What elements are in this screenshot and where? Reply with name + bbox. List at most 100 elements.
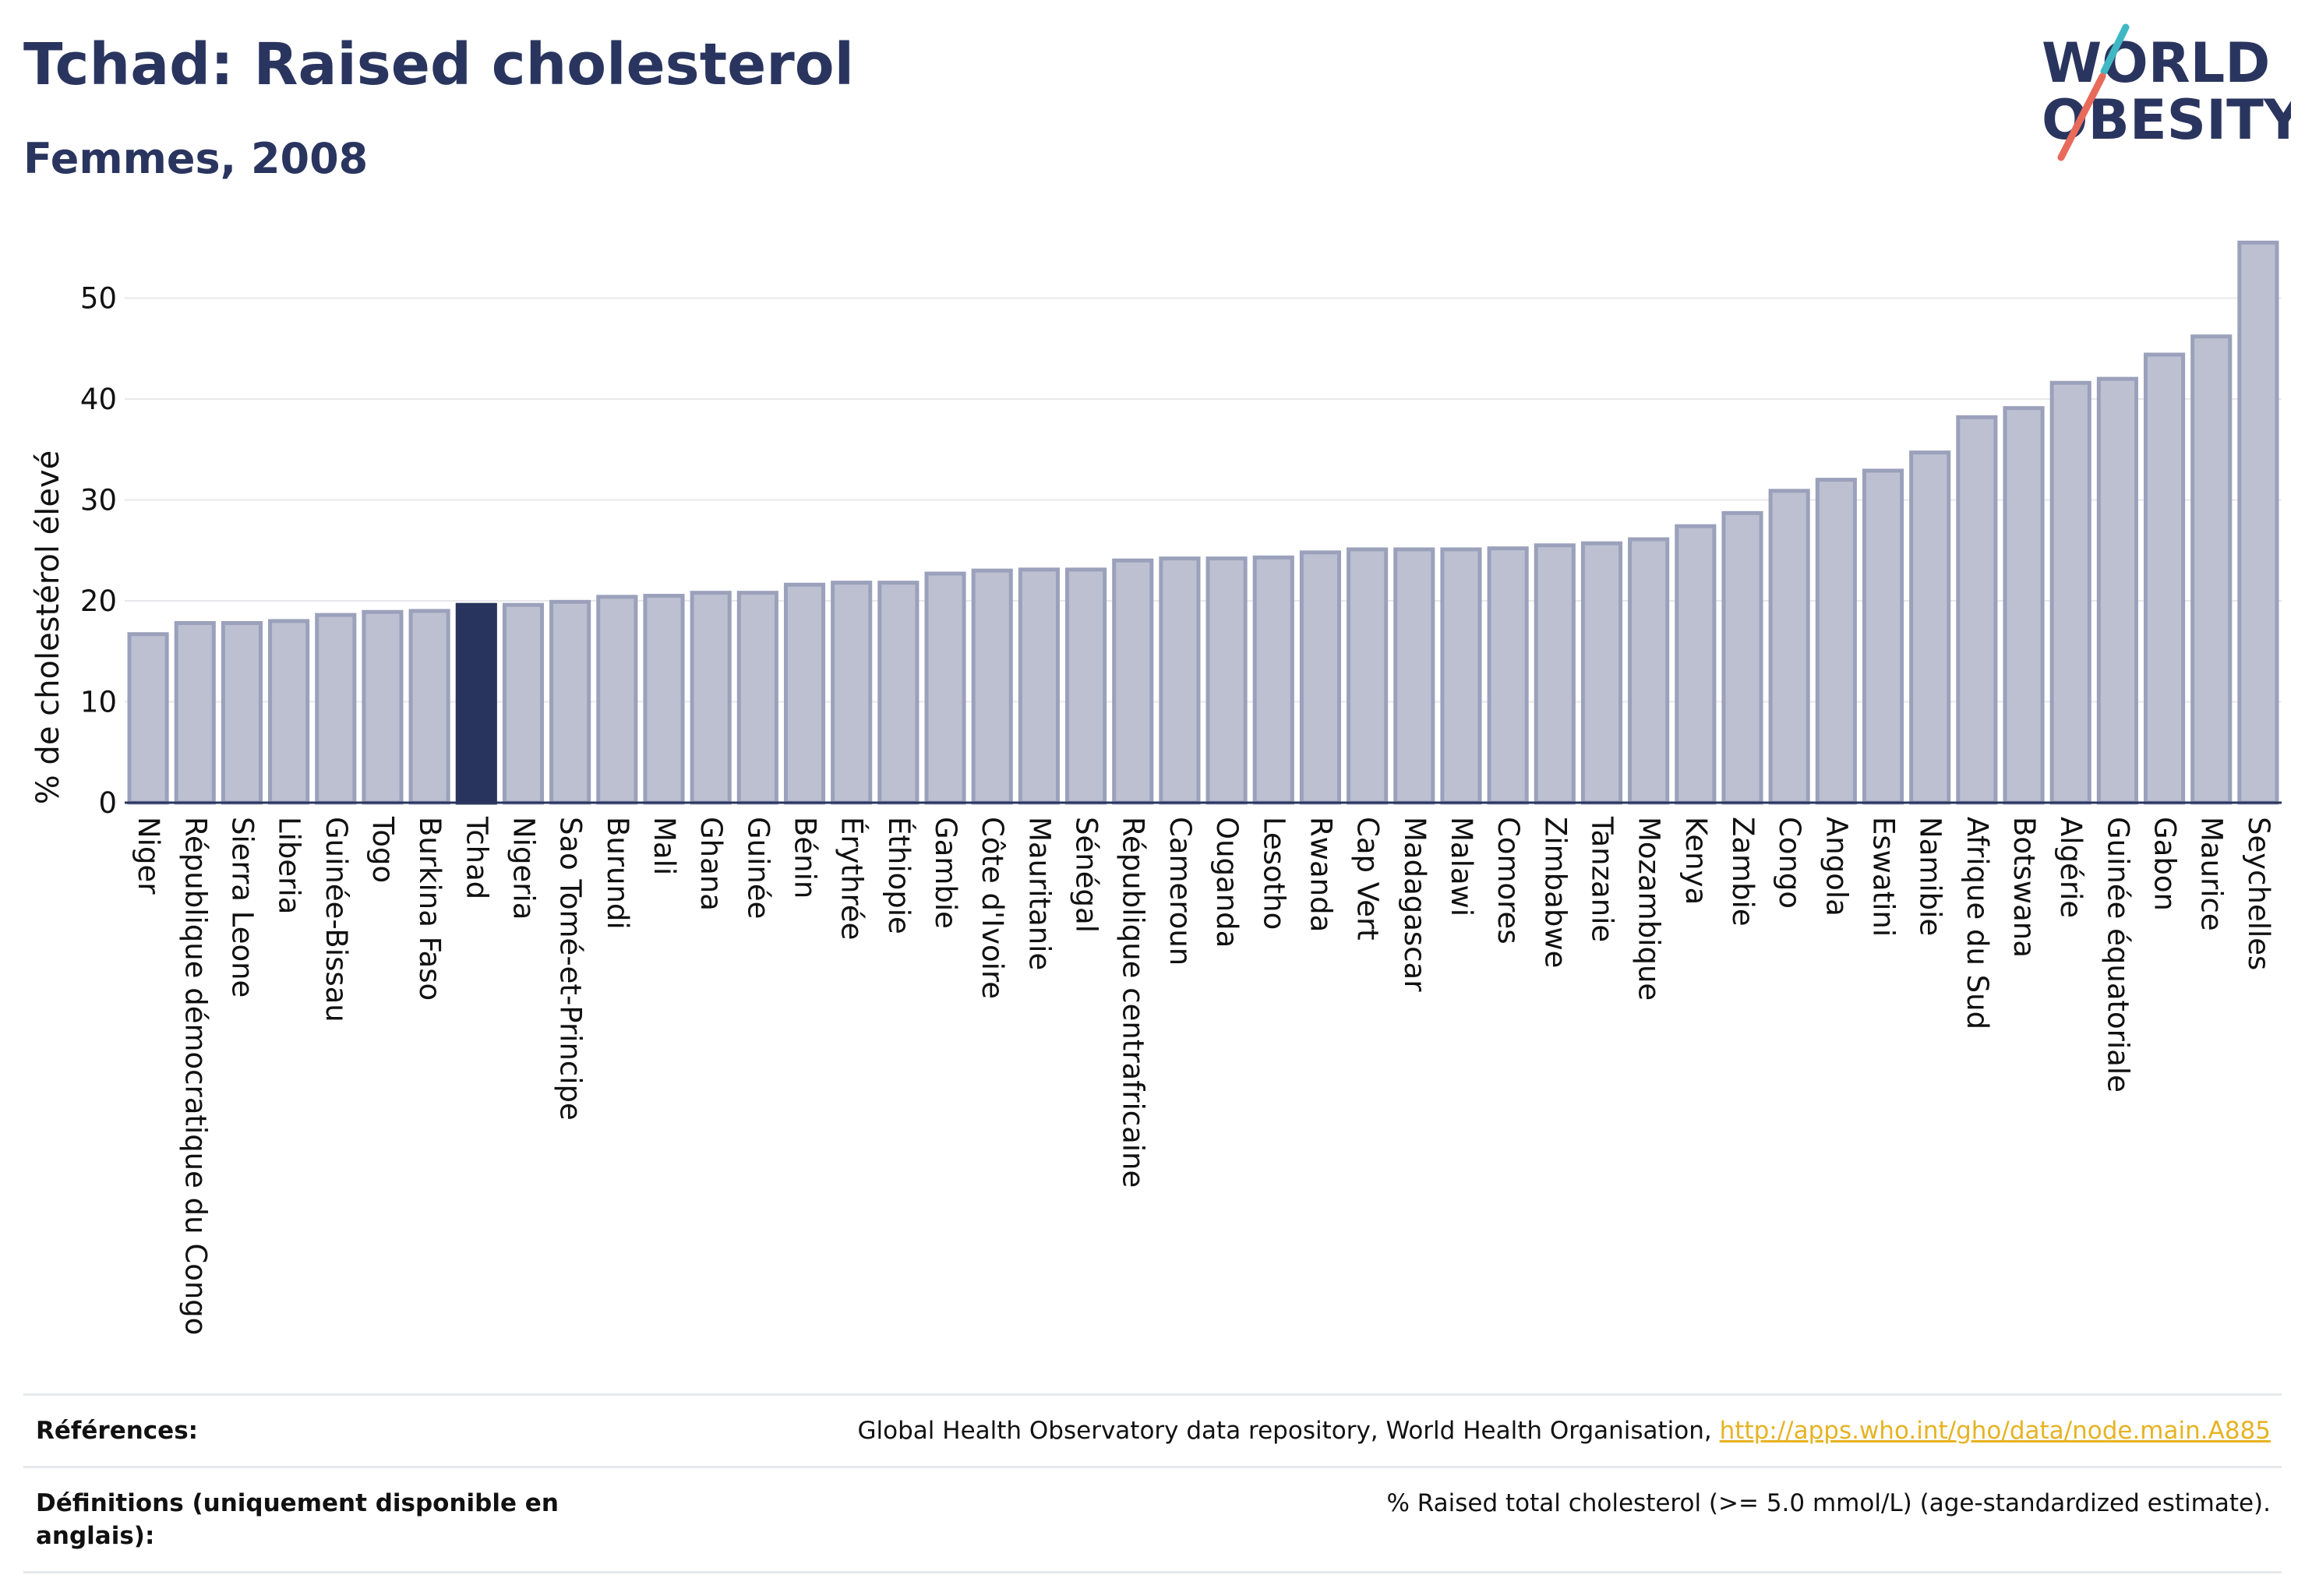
y-tick-label: 20 bbox=[80, 584, 117, 618]
bar bbox=[1721, 510, 1763, 805]
bar bbox=[1580, 541, 1623, 805]
logo-line1: WORLD bbox=[2042, 31, 2270, 95]
world-obesity-logo: WORLD OBESITY bbox=[2042, 23, 2291, 161]
y-tick-label: 10 bbox=[80, 686, 117, 719]
bar bbox=[362, 609, 404, 805]
category-label: République centrafricaine bbox=[1117, 817, 1150, 1188]
category-label: Seychelles bbox=[2242, 817, 2275, 970]
category-label: Ghana bbox=[694, 817, 728, 911]
bar bbox=[783, 582, 826, 805]
category-label: Cap Vert bbox=[1351, 817, 1385, 941]
category-label: Sao Tomé-et-Principe bbox=[554, 817, 588, 1121]
bar bbox=[2143, 352, 2186, 805]
references-row: Références: Global Health Observatory da… bbox=[23, 1393, 2282, 1466]
category-label: Malawi bbox=[1445, 817, 1478, 916]
bar bbox=[1768, 489, 1810, 805]
category-label: Guinée équatoriale bbox=[2101, 817, 2134, 1093]
bar bbox=[2003, 406, 2045, 805]
category-label: Burkina Faso bbox=[413, 817, 447, 1001]
bar bbox=[1534, 543, 1576, 805]
y-tick-label: 0 bbox=[98, 786, 117, 820]
category-label: Kenya bbox=[1679, 817, 1713, 905]
bar bbox=[643, 594, 685, 805]
y-tick-label: 50 bbox=[80, 282, 117, 316]
category-label: Sierra Leone bbox=[225, 817, 259, 998]
category-label: Comores bbox=[1491, 817, 1525, 945]
bar bbox=[1159, 556, 1201, 805]
bar bbox=[1862, 468, 1904, 805]
bar bbox=[1299, 550, 1342, 805]
category-label: Zimbabwe bbox=[1538, 817, 1572, 968]
bar bbox=[1628, 537, 1670, 805]
category-labels: Niger République démocratique du Congo Sie… bbox=[132, 816, 2275, 1335]
category-label: Ouganda bbox=[1210, 817, 1244, 948]
bar bbox=[221, 620, 263, 805]
category-label: Nigeria bbox=[507, 817, 540, 920]
category-label: Éthiopie bbox=[882, 817, 916, 934]
bar bbox=[736, 591, 778, 805]
category-label: Algérie bbox=[2054, 817, 2088, 918]
bar-chart: 0 10 20 30 40 50 Niger République démocratique… bbox=[30, 240, 2282, 1335]
bar bbox=[690, 591, 732, 805]
category-label: Gambie bbox=[929, 817, 962, 929]
category-label: Eswatini bbox=[1867, 817, 1901, 937]
bars bbox=[127, 240, 2279, 805]
bar bbox=[549, 599, 591, 805]
bar bbox=[2096, 376, 2138, 805]
axes: 0 10 20 30 40 50 bbox=[80, 282, 2282, 820]
bar bbox=[1393, 547, 1435, 805]
category-label: Gabon bbox=[2148, 817, 2182, 911]
bar bbox=[174, 620, 216, 805]
bar bbox=[1252, 555, 1294, 805]
logo-teal-slash bbox=[2100, 23, 2130, 76]
bar bbox=[1487, 546, 1529, 805]
bar-highlight bbox=[455, 602, 497, 805]
bar bbox=[596, 595, 638, 805]
bar bbox=[2049, 380, 2091, 805]
category-label: Liberia bbox=[273, 817, 306, 914]
category-label: Madagascar bbox=[1398, 817, 1431, 992]
bar bbox=[1956, 415, 1998, 805]
bar bbox=[1815, 478, 1857, 805]
bar bbox=[1018, 567, 1060, 805]
category-label: Maurice bbox=[2195, 817, 2229, 931]
chart-subtitle: Femmes, 2008 bbox=[23, 134, 369, 183]
bar bbox=[1064, 567, 1107, 805]
bar bbox=[1440, 547, 1482, 805]
bar bbox=[315, 613, 357, 805]
bar bbox=[924, 571, 966, 805]
category-label: Guinée bbox=[741, 817, 775, 919]
bar bbox=[1347, 547, 1389, 805]
bar bbox=[1675, 524, 1717, 805]
category-label: Mauritanie bbox=[1022, 817, 1056, 970]
category-label: Afrique du Sud bbox=[1961, 817, 1994, 1029]
bar bbox=[2237, 240, 2279, 805]
category-label: Tanzanie bbox=[1585, 816, 1618, 942]
category-label: Sénégal bbox=[1070, 817, 1103, 933]
references-text: Global Health Observatory data repositor… bbox=[857, 1417, 1720, 1445]
logo-red-slash bbox=[2057, 72, 2106, 161]
category-label: Burundi bbox=[601, 817, 634, 930]
bar bbox=[831, 581, 873, 805]
references-link[interactable]: http://apps.who.int/gho/data/node.main.A… bbox=[1719, 1417, 2271, 1445]
category-label: Zambie bbox=[1726, 817, 1760, 927]
category-label: Mali bbox=[648, 817, 681, 875]
bar bbox=[971, 568, 1013, 805]
category-label: Bénin bbox=[789, 817, 822, 899]
bar bbox=[1112, 558, 1154, 805]
category-label: Mozambique bbox=[1633, 817, 1666, 1001]
bar bbox=[502, 602, 545, 805]
bar bbox=[127, 632, 169, 805]
category-label: Niger bbox=[132, 817, 165, 895]
category-label: Côte d'Ivoire bbox=[976, 817, 1009, 999]
references-value: Global Health Observatory data repositor… bbox=[858, 1414, 2271, 1447]
references-label: Références: bbox=[36, 1417, 199, 1445]
category-label: Rwanda bbox=[1304, 817, 1337, 932]
y-tick-label: 30 bbox=[80, 484, 117, 517]
footer-table: Références: Global Health Observatory da… bbox=[23, 1393, 2282, 1573]
definitions-row: Définitions (uniquement disponible en an… bbox=[23, 1466, 2282, 1573]
category-label: Cameroun bbox=[1163, 817, 1197, 966]
category-label: Namibie bbox=[1914, 817, 1947, 936]
category-label: Érythrée bbox=[835, 817, 870, 940]
category-label: Botswana bbox=[2007, 817, 2041, 958]
